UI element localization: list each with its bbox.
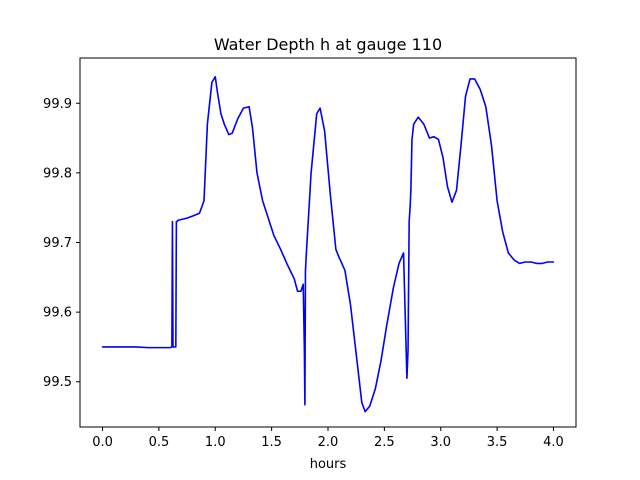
y-tick-label: 99.9 [43, 97, 72, 112]
x-tick-label: 1.5 [261, 435, 282, 450]
plot-area [79, 57, 577, 428]
y-tick-label: 99.7 [43, 236, 72, 251]
x-axis-ticks: 0.0 0.5 1.0 1.5 2.0 2.5 3.0 3.5 4.0 [92, 427, 564, 450]
y-tick-label: 99.6 [43, 306, 72, 321]
x-tick-label: 0.5 [149, 435, 170, 450]
x-tick-label: 3.5 [487, 435, 508, 450]
x-tick-label: 2.5 [374, 435, 395, 450]
series-line-0 [101, 76, 555, 413]
x-tick-label: 3.0 [430, 435, 451, 450]
x-tick-label: 2.0 [318, 435, 339, 450]
chart-title: Water Depth h at gauge 110 [214, 35, 442, 54]
series-layer [101, 76, 555, 413]
y-tick-label: 99.8 [43, 166, 72, 181]
x-tick-label: 1.0 [205, 435, 226, 450]
x-tick-label: 4.0 [543, 435, 564, 450]
x-axis-label: hours [310, 457, 347, 472]
y-tick-label: 99.5 [43, 375, 72, 390]
x-tick-label: 0.0 [92, 435, 113, 450]
y-axis-ticks: 99.5 99.6 99.7 99.8 99.9 [43, 97, 80, 390]
